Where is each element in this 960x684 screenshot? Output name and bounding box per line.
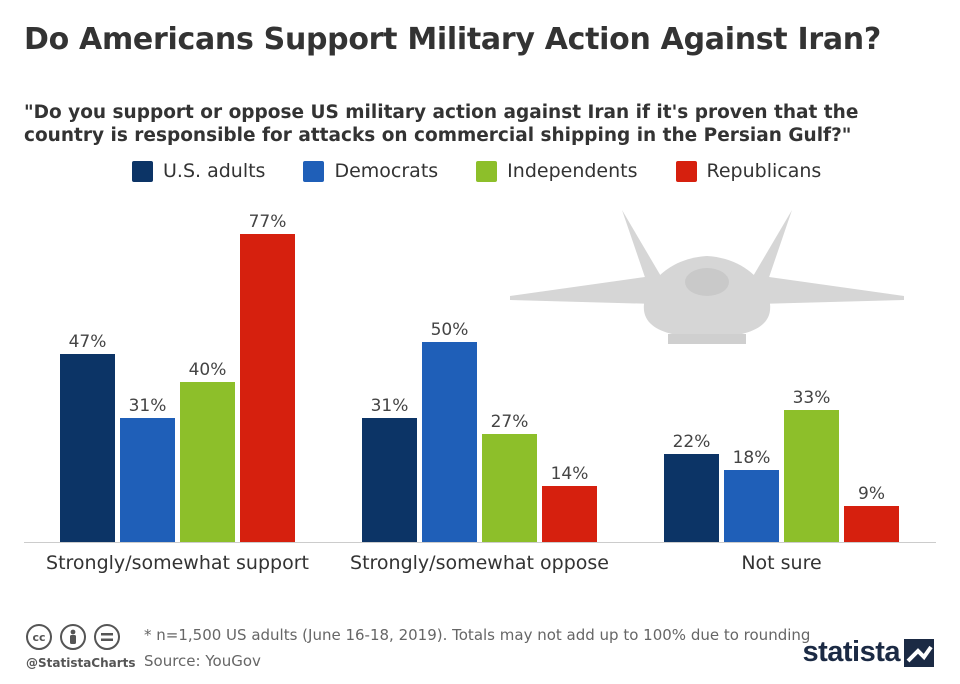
legend-item-us-adults: U.S. adults <box>132 160 265 182</box>
bar-u-s-adults-1 <box>362 418 417 542</box>
legend-item-independents: Independents <box>476 160 638 182</box>
data-label: 14% <box>551 464 589 484</box>
data-label: 40% <box>189 360 227 380</box>
legend-label: Democrats <box>334 160 439 182</box>
category-label: Strongly/somewhat oppose <box>350 552 609 574</box>
chart-subtitle: "Do you support or oppose US military ac… <box>24 102 859 146</box>
footnote: * n=1,500 US adults (June 16-18, 2019). … <box>144 626 811 644</box>
legend-label: Independents <box>507 160 638 182</box>
bar-democrats-0 <box>120 418 175 542</box>
legend-item-republicans: Republicans <box>675 160 822 182</box>
bar-democrats-1 <box>422 342 477 542</box>
cc-icon: cc <box>26 624 52 650</box>
data-label: 27% <box>491 412 529 432</box>
data-label: 77% <box>249 212 287 232</box>
bar-democrats-2 <box>724 470 779 542</box>
statista-logo-mark <box>904 638 934 667</box>
bar-u-s-adults-0 <box>60 354 115 542</box>
data-label: 31% <box>129 396 167 416</box>
bars-layer: 47% 31% 40% 77% Strongly/somewhat support 31%… <box>46 212 899 574</box>
data-label: 31% <box>371 396 409 416</box>
bar-republicans-0 <box>240 234 295 542</box>
data-label: 9% <box>858 484 885 504</box>
statista-handle: @StatistaCharts <box>26 656 136 670</box>
nd-icon <box>94 624 120 650</box>
category-label: Strongly/somewhat support <box>46 552 309 574</box>
bar-republicans-1 <box>542 486 597 542</box>
license-icons: cc <box>26 624 128 650</box>
bar-independents-2 <box>784 410 839 542</box>
statista-logo-text: statista <box>802 636 900 668</box>
by-icon <box>60 624 86 650</box>
data-label: 22% <box>673 432 711 452</box>
legend-swatch-democrats <box>303 160 325 182</box>
data-label: 33% <box>793 388 831 408</box>
legend-label: U.S. adults <box>163 160 266 182</box>
bar-u-s-adults-2 <box>664 454 719 542</box>
legend-swatch-republicans <box>675 160 697 182</box>
legend-swatch-us-adults <box>132 160 153 182</box>
bar-independents-0 <box>180 382 235 542</box>
bar-republicans-2 <box>844 506 899 542</box>
fighter-jet-icon <box>510 210 904 344</box>
statista-logo[interactable]: statista <box>802 636 934 669</box>
source-note: Source: YouGov <box>144 652 261 670</box>
bar-independents-1 <box>482 434 537 542</box>
category-label: Not sure <box>741 552 821 574</box>
data-label: 50% <box>431 320 469 340</box>
chart-title: Do Americans Support Military Action Aga… <box>24 22 881 57</box>
legend: U.S. adults Democrats Independents Repub… <box>132 158 859 184</box>
data-label: 18% <box>733 448 771 468</box>
data-label: 47% <box>69 332 107 352</box>
legend-item-democrats: Democrats <box>303 160 438 182</box>
legend-swatch-independents <box>476 160 498 182</box>
legend-label: Republicans <box>706 160 822 182</box>
